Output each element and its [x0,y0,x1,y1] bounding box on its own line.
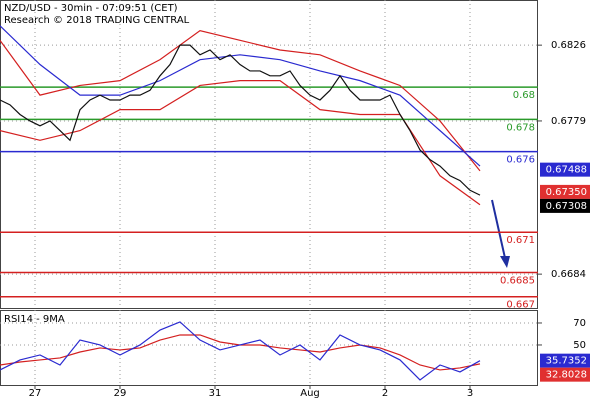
x-tick-label: Aug [300,388,320,399]
x-tick-label: 31 [209,388,222,399]
price-tag-label: 35.7352 [546,356,587,367]
price-tag [540,162,590,177]
rsi-title: RSI14 - 9MA [4,314,65,325]
y-tick-label: 50 [573,340,586,351]
level-label: 0.678 [506,122,535,133]
level-label: 0.676 [506,155,535,166]
price-tag-label: 32.8028 [546,370,587,381]
price-tag [540,198,590,213]
series-line [0,44,481,196]
chart-title: NZD/USD - 30min - 07:09:51 (CET) [4,3,178,14]
level-label: 0.6685 [500,276,535,287]
x-tick-label: 2 [382,388,388,399]
x-tick-label: 3 [467,388,473,399]
price-tag [540,353,590,368]
level-label: 0.68 [513,90,535,101]
chart-subtitle: Research © 2018 TRADING CENTRAL [4,15,190,26]
x-tick-label: 29 [114,388,127,399]
series-line [0,25,481,167]
price-tag-label: 0.67488 [546,165,587,176]
y-tick-label: 0.6826 [551,40,586,51]
level-label: 0.667 [506,300,535,311]
level-label: 0.671 [506,235,535,246]
price-tag-label: 0.67350 [546,187,587,198]
series-line [0,29,481,172]
forecast-arrow [491,199,510,268]
series-line [0,321,481,381]
price-tag [540,367,590,382]
price-panel [0,0,538,309]
price-tag [540,184,590,199]
y-tick-label: 0.6684 [551,269,586,280]
price-tag-label: 0.67308 [546,201,587,212]
y-tick-label: 70 [573,318,586,329]
x-tick-label: 27 [29,388,42,399]
y-tick-label: 0.6779 [551,116,586,127]
rsi-panel [0,310,538,386]
